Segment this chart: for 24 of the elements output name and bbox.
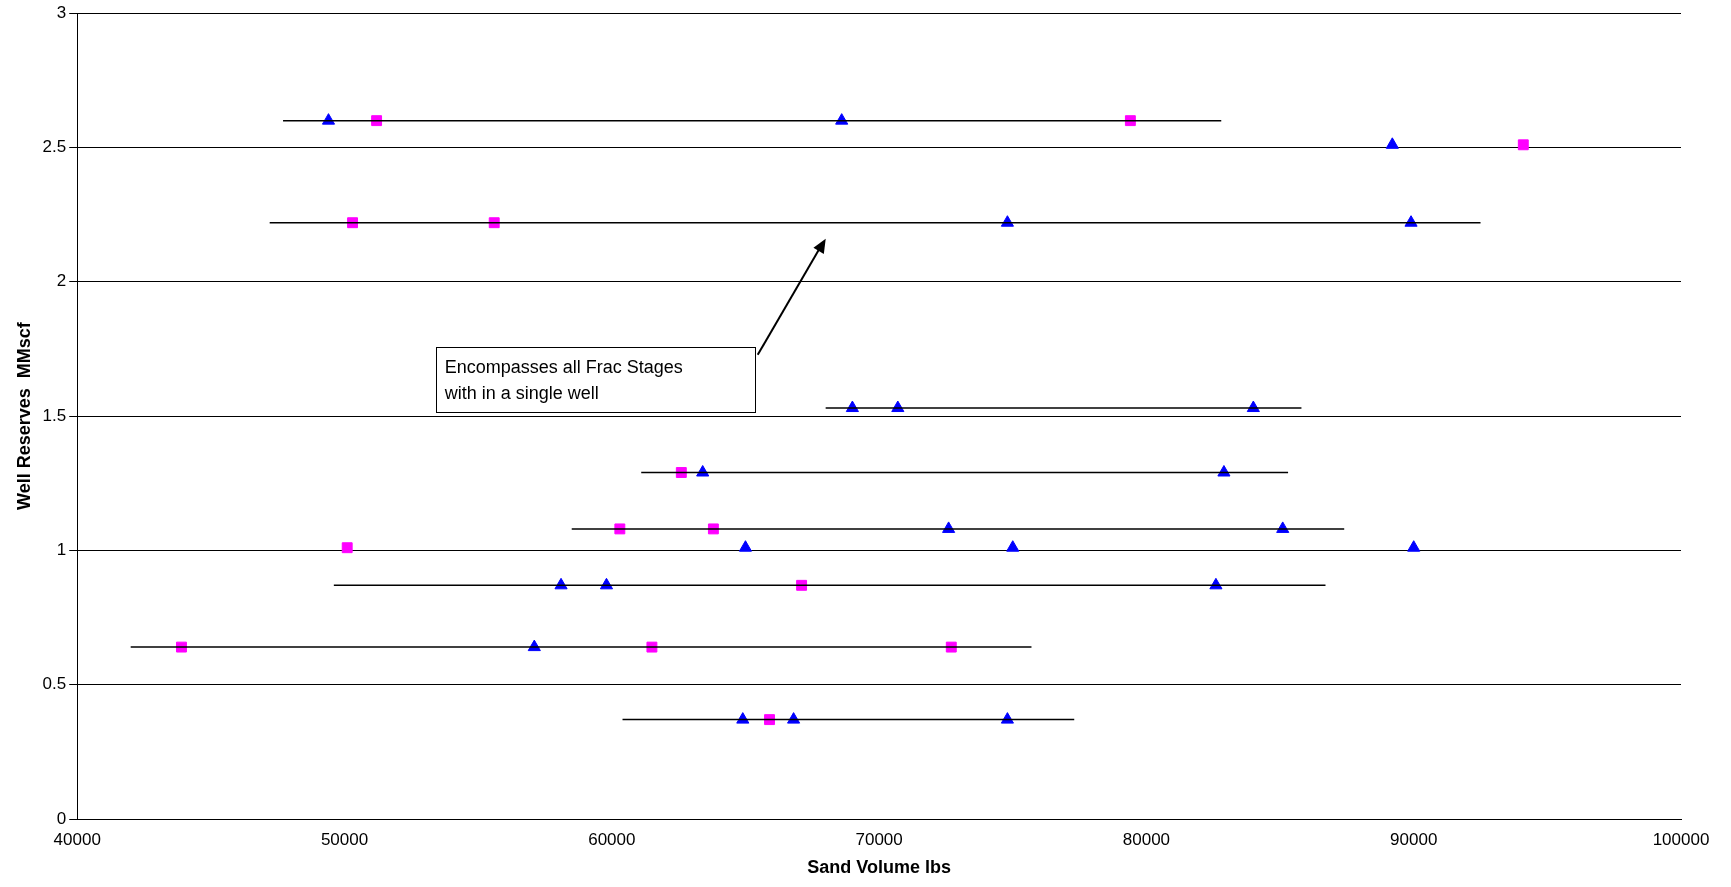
- x-tick-label: 80000: [1122, 829, 1171, 849]
- x-tick-label: 60000: [588, 829, 636, 849]
- y-axis-title: Well Reserves MMscf: [13, 321, 34, 510]
- point: [1006, 540, 1020, 552]
- y-tick-label: 2: [56, 271, 67, 291]
- x-tick-label: 90000: [1390, 829, 1438, 849]
- x-axis-title: Sand Volume lbs: [807, 857, 951, 878]
- x-tick-label: 40000: [53, 829, 101, 849]
- point: [738, 540, 753, 552]
- callout-box: Encompasses all Frac Stages with in a single well: [435, 346, 756, 413]
- x-tick-label: 100000: [1652, 829, 1710, 849]
- x-tick-label: 70000: [855, 829, 903, 849]
- y-tick-label: 0: [56, 808, 67, 828]
- y-tick-label: 3: [56, 2, 67, 22]
- point: [1407, 540, 1421, 552]
- point: [1124, 115, 1136, 127]
- y-tick-label: 1: [56, 540, 67, 560]
- y-tick-label: 1.5: [42, 405, 67, 425]
- point: [1517, 139, 1529, 151]
- x-tick-label: 50000: [320, 829, 369, 849]
- y-tick-label: 0.5: [42, 674, 67, 694]
- point: [1385, 137, 1399, 149]
- y-tick-label: 2.5: [42, 137, 67, 157]
- point: [341, 542, 353, 554]
